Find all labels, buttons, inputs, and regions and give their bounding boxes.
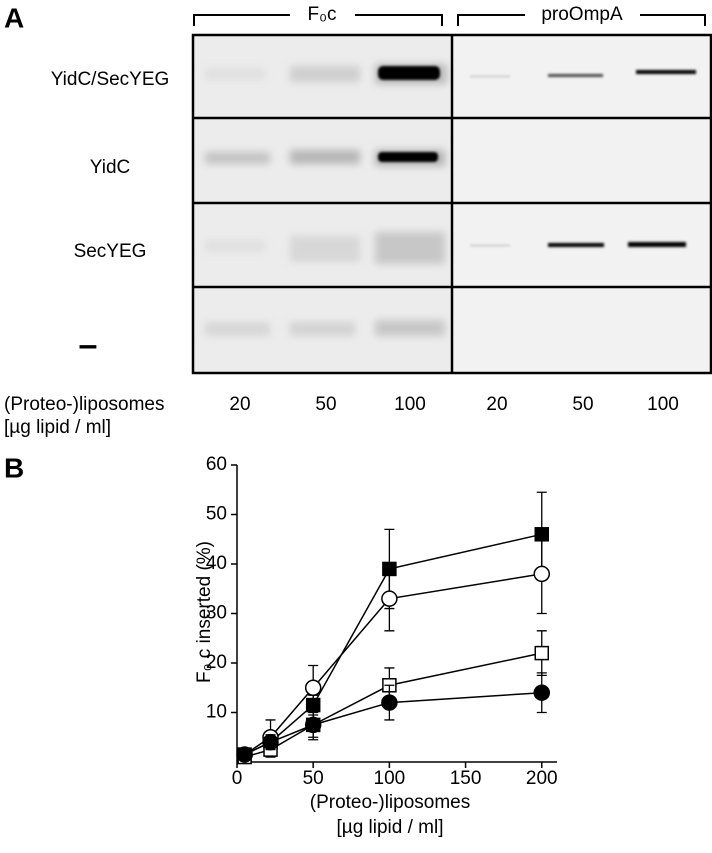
marker — [381, 590, 398, 607]
row-label: YidC — [90, 157, 130, 178]
lane-label: 50 — [572, 394, 593, 415]
lane-label: 20 — [486, 394, 507, 415]
x-axis-label: (Proteo-)liposomes — [310, 792, 471, 813]
panel-label: A — [4, 2, 24, 33]
x-tick-label: 150 — [450, 768, 482, 789]
marker — [262, 733, 279, 751]
row-label: – — [79, 326, 98, 364]
x-label: [µg lipid / ml] — [4, 417, 111, 438]
y-tick-label: 40 — [206, 553, 227, 574]
x-tick-label: 100 — [374, 768, 406, 789]
y-tick-label: 60 — [206, 454, 227, 475]
x-axis-label: [µg lipid / ml] — [336, 817, 443, 838]
group-label: proOmpA — [541, 4, 623, 25]
marker — [533, 565, 551, 583]
marker — [533, 684, 551, 701]
x-label: (Proteo-)liposomes — [4, 394, 165, 415]
x-tick-label: 200 — [526, 768, 558, 789]
x-tick-label: 50 — [303, 768, 324, 789]
y-tick-label: 20 — [206, 652, 227, 673]
y-tick-label: 30 — [206, 603, 227, 624]
lane-label: 100 — [647, 394, 679, 415]
row-label: YidC/SecYEG — [51, 69, 170, 90]
marker — [304, 716, 322, 734]
panel-label: B — [4, 452, 24, 483]
lane-label: 100 — [394, 394, 426, 415]
marker — [304, 679, 322, 696]
lane-label: 20 — [229, 394, 250, 415]
group-label: F₀c — [308, 4, 337, 25]
row-label: SecYEG — [74, 241, 147, 262]
y-tick-label: 50 — [206, 504, 227, 525]
y-tick-label: 10 — [206, 702, 227, 723]
x-tick-label: 0 — [232, 768, 243, 789]
marker — [381, 694, 398, 711]
marker — [534, 645, 550, 661]
brackets — [193, 14, 706, 26]
y-axis-label: F₀ c inserted (%) — [194, 541, 215, 683]
gel — [191, 33, 712, 375]
lane-label: 50 — [315, 394, 336, 415]
marker — [236, 746, 253, 763]
